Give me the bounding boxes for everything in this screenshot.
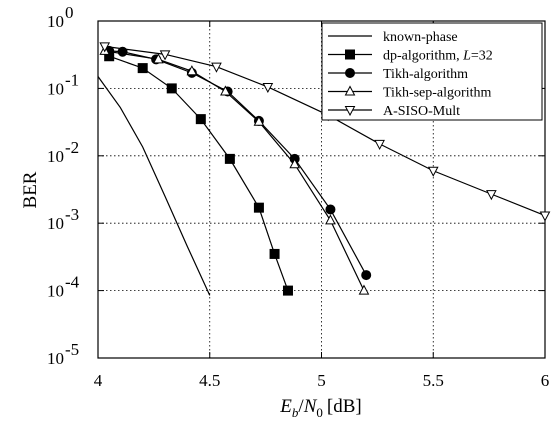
- y-tick-label: 10: [47, 349, 64, 368]
- series-square: [104, 51, 293, 296]
- data-point-triangle-up: [153, 53, 164, 64]
- y-tick-label: 10: [47, 282, 64, 301]
- data-point-square: [166, 83, 177, 94]
- series-none: [97, 76, 211, 296]
- data-point-circle: [325, 204, 336, 215]
- x-tick-label: 5: [317, 371, 326, 390]
- x-axis-label: Eb/N0 [dB]: [279, 396, 361, 420]
- series-line: [97, 76, 211, 296]
- y-tick-exponent: -2: [65, 138, 79, 157]
- x-tick-label: 4: [94, 371, 103, 390]
- data-point-triangle-up: [220, 85, 231, 96]
- data-point-square: [195, 114, 206, 125]
- legend-entry: known-phase: [328, 30, 458, 45]
- data-point-triangle-up: [325, 214, 336, 225]
- legend: known-phase dp-algorithm, L=32 Tikh-algori…: [321, 22, 543, 121]
- data-point-triangle-down: [427, 166, 439, 177]
- data-point-circle: [345, 68, 355, 78]
- data-point-circle: [361, 270, 372, 281]
- legend-entry: Tikh-sep-algorithm: [328, 85, 491, 101]
- legend-label: Tikh-sep-algorithm: [383, 86, 491, 101]
- series-line: [104, 50, 365, 291]
- y-tick-label: 10: [47, 147, 64, 166]
- legend-label: known-phase: [383, 30, 458, 45]
- y-tick-label: 10: [47, 12, 64, 31]
- data-point-triangle-down: [159, 50, 171, 61]
- data-point-triangle-down: [99, 42, 111, 53]
- x-tick-label: 4.5: [199, 371, 220, 390]
- y-tick-exponent: -1: [65, 70, 79, 89]
- legend-entry: dp-algorithm, L=32: [328, 49, 493, 64]
- y-tick-exponent: -5: [65, 340, 79, 359]
- legend-label: A-SISO-Mult: [383, 104, 460, 119]
- y-axis-label: BER: [20, 171, 41, 208]
- data-point-triangle-up: [253, 115, 265, 126]
- legend-entry: A-SISO-Mult: [328, 104, 460, 119]
- data-point-square: [282, 285, 293, 296]
- data-point-square: [345, 49, 355, 60]
- y-tick-exponent: -3: [65, 205, 79, 224]
- legend-label: dp-algorithm, L=32: [383, 49, 493, 64]
- data-point-square: [269, 248, 280, 259]
- data-point-triangle-up: [289, 158, 301, 169]
- data-point-triangle-down: [486, 190, 497, 201]
- data-point-square: [224, 153, 235, 164]
- legend-label: Tikh-algorithm: [383, 67, 468, 82]
- data-point-triangle-up: [186, 65, 198, 76]
- data-point-triangle-up: [344, 85, 356, 96]
- data-point-triangle-down: [262, 82, 274, 94]
- data-point-square: [253, 202, 264, 213]
- legend-box: [321, 22, 543, 121]
- y-tick-exponent: -4: [65, 273, 80, 292]
- y-tick-label: 10: [47, 214, 64, 233]
- data-point-triangle-up: [358, 284, 370, 295]
- y-tick-exponent: 0: [65, 3, 74, 22]
- data-point-triangle-down: [539, 211, 551, 222]
- data-point-triangle-down: [344, 106, 356, 117]
- x-tick-label: 5.5: [423, 371, 444, 390]
- x-tick-label: 6: [541, 371, 550, 390]
- data-point-triangle-down: [211, 62, 222, 73]
- data-point-triangle-down: [374, 139, 385, 151]
- data-point-square: [137, 63, 148, 74]
- y-tick-label: 10: [47, 79, 64, 98]
- legend-entry: Tikh-algorithm: [328, 67, 468, 82]
